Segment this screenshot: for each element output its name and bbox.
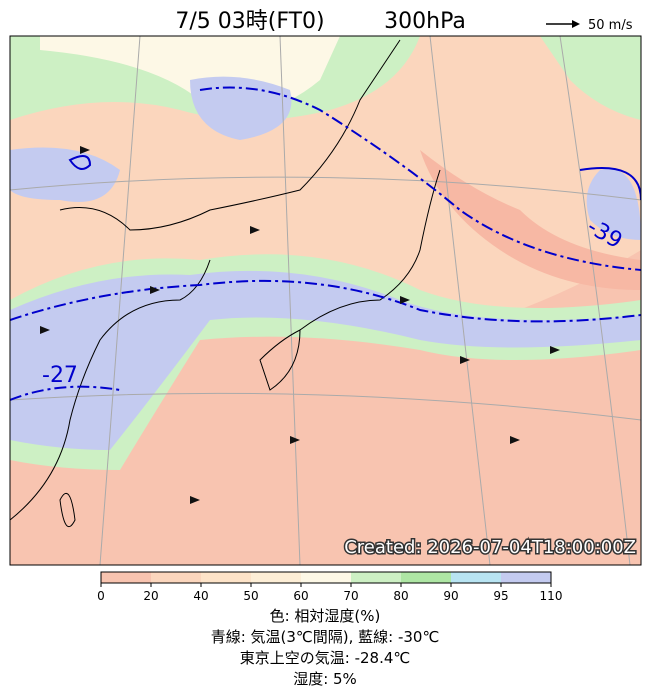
contour-label: -27 xyxy=(42,363,78,388)
map-frame xyxy=(9,35,642,566)
caption: 色: 相対湿度(%) xyxy=(270,607,381,625)
colorbar-tick-label: 0 xyxy=(97,589,105,603)
caption: 青線: 気温(3℃間隔), 藍線: -30℃ xyxy=(211,628,440,646)
colorbar-tick-label: 40 xyxy=(193,589,208,603)
title: 7/5 03時(FT0) xyxy=(175,9,324,34)
created-stamp: Created: 2026-07-04T18:00:00Z xyxy=(344,537,636,558)
colorbar-segment xyxy=(251,572,301,583)
colorbar-tick-label: 70 xyxy=(343,589,358,603)
colorbar-segment xyxy=(401,572,451,583)
colorbar-segment xyxy=(501,572,551,583)
colorbar-segment xyxy=(201,572,251,583)
vector-scale: 50 m/s xyxy=(588,18,633,33)
colorbar-segment xyxy=(451,572,501,583)
colorbar-tick-label: 50 xyxy=(243,589,258,603)
colorbar-segment xyxy=(301,572,351,583)
caption: 湿度: 5% xyxy=(293,670,357,688)
map: -27 -39 Created: 2026-07-04T18:00:00Z xyxy=(10,36,641,565)
colorbar-segment xyxy=(351,572,401,583)
colorbar-tick-label: 95 xyxy=(493,589,508,603)
level: 300hPa xyxy=(384,9,466,34)
wind-arrows xyxy=(40,146,560,504)
caption: 東京上空の気温: -28.4℃ xyxy=(240,649,410,667)
colorbar: 0 20 40 50 60 70 80 90 95 110 xyxy=(97,571,563,603)
colorbar-tick-label: 20 xyxy=(143,589,158,603)
colorbar-frame xyxy=(100,571,552,584)
vector-legend: 50 m/s xyxy=(546,18,633,33)
colorbar-tick-label: 60 xyxy=(293,589,308,603)
colorbar-segment xyxy=(101,572,151,583)
colorbar-tick-label: 110 xyxy=(540,589,563,603)
colorbar-tick-label: 80 xyxy=(393,589,408,603)
colorbar-tick-label: 90 xyxy=(443,589,458,603)
colorbar-segment xyxy=(151,572,201,583)
